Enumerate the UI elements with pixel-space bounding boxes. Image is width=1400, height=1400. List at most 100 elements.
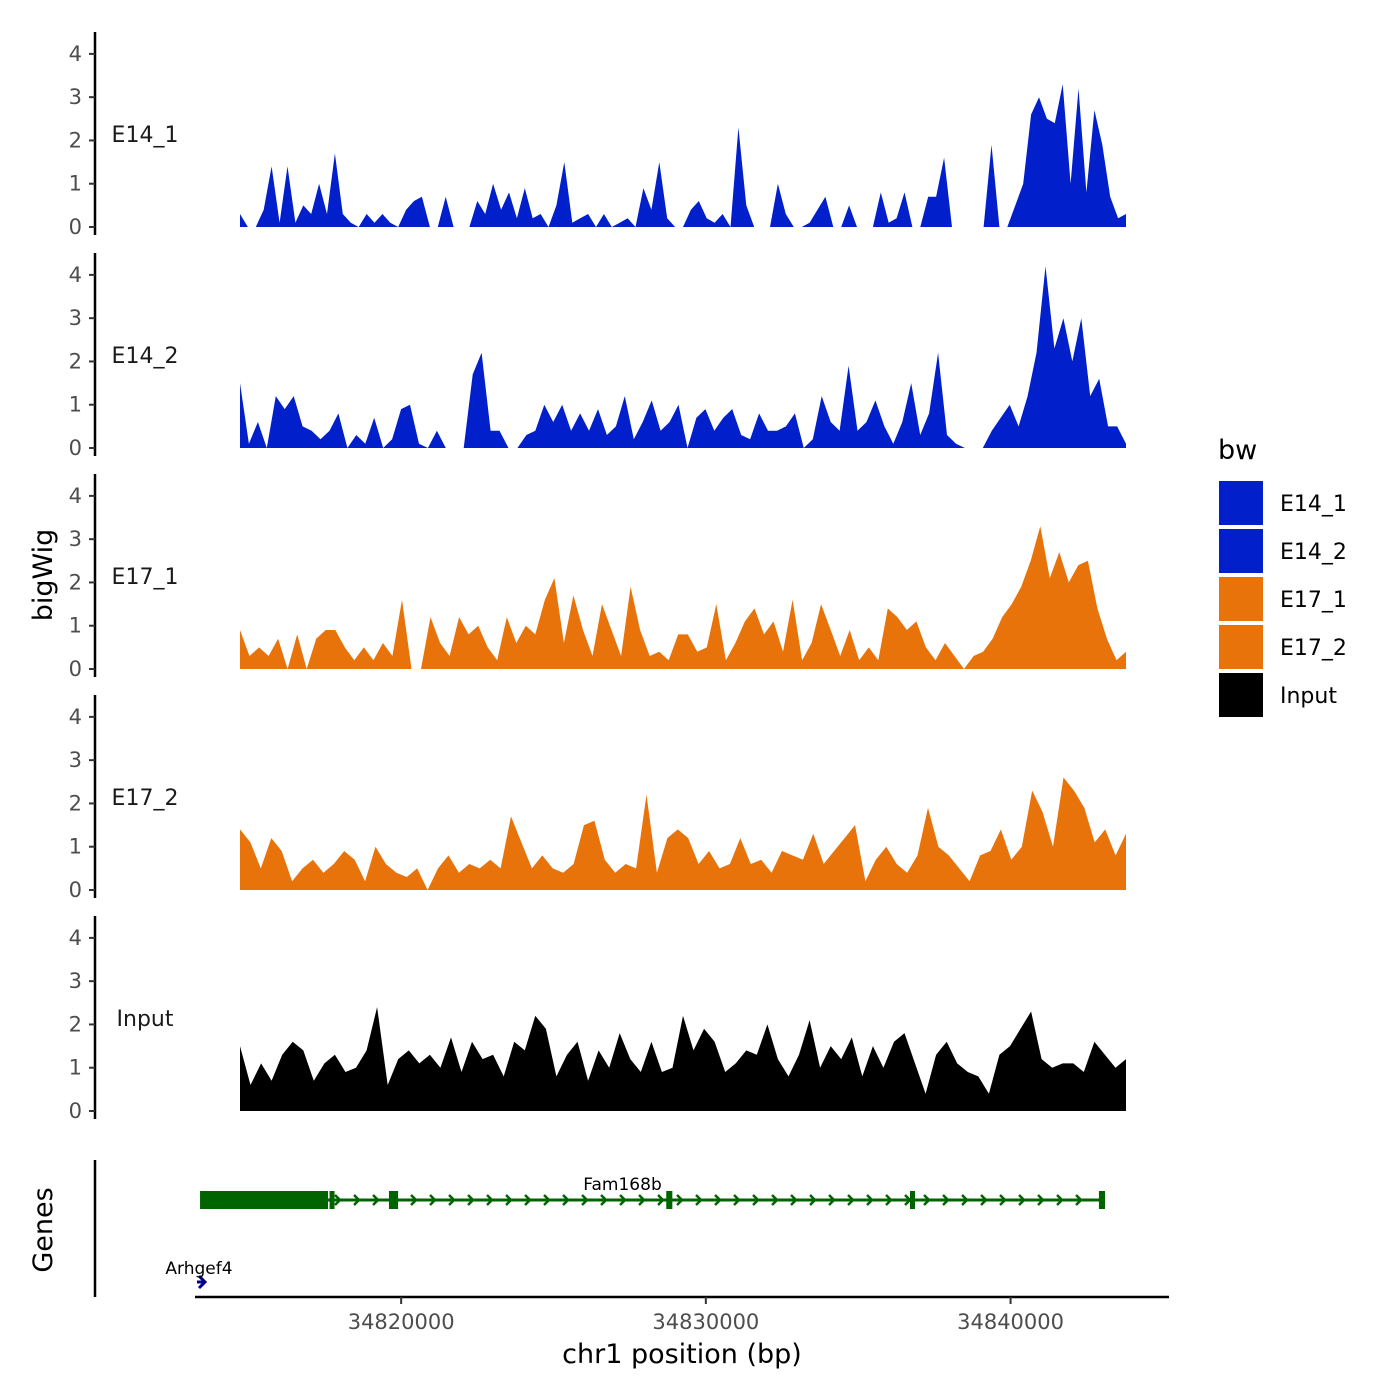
y-tick-label: 0 [69,1099,82,1123]
strand-arrow [1056,1194,1064,1206]
strand-arrow [467,1194,475,1206]
legend-label-E17_2: E17_2 [1280,636,1347,661]
strand-arrow [410,1194,418,1206]
strand-arrow [619,1194,627,1206]
track-E14_2: 0 1 2 3 4 E14_2 [69,253,1126,460]
gene-exon [1098,1191,1106,1209]
y-tick-label: 4 [69,42,82,66]
gene-Arhgef4: Arhgef4 [165,1259,233,1290]
bigwig-tracks: 0 1 2 3 4 E14_1 0 1 2 3 4 E14_2 0 1 2 3 4 E17_1 0 1 2 3 4 E17_2… [69,32,1126,1123]
y-tick-label: 2 [69,128,82,152]
y-tick-label: 3 [69,85,82,109]
strand-arrow [543,1194,551,1206]
track-label-Input: Input [117,1007,174,1032]
strand-arrow [1037,1194,1045,1206]
track-Input: 0 1 2 3 4 Input [69,916,1126,1123]
x-axis-title: chr1 position (bp) [562,1339,802,1370]
y-axis-title: bigWig [28,529,59,622]
x-tick-label: 34840000 [957,1310,1064,1334]
strand-arrow [999,1194,1007,1206]
strand-arrow [1018,1194,1026,1206]
gene-label: Arhgef4 [165,1259,232,1279]
strand-arrow [980,1194,988,1206]
y-tick-label: 1 [69,614,82,638]
y-tick-label: 3 [69,527,82,551]
y-tick-label: 2 [69,349,82,373]
legend-label-Input: Input [1280,684,1337,709]
y-tick-label: 4 [69,705,82,729]
y-tick-label: 3 [69,748,82,772]
gene-label: Fam168b [583,1175,661,1195]
x-tick-label: 34820000 [348,1310,455,1334]
strand-arrow [657,1194,665,1206]
y-tick-label: 3 [69,306,82,330]
strand-arrow [353,1194,361,1206]
strand-arrow [942,1194,950,1206]
y-tick-label: 0 [69,436,82,460]
strand-arrow [790,1194,798,1206]
legend-label-E14_1: E14_1 [1280,492,1347,517]
y-tick-label: 4 [69,926,82,950]
strand-arrow [486,1194,494,1206]
track-label-E17_2: E17_2 [112,786,179,811]
strand-arrow [524,1194,532,1206]
strand-arrow [505,1194,513,1206]
strand-arrow [334,1194,342,1206]
strand-arrow [391,1194,399,1206]
gene-exon [666,1191,673,1209]
signal-area-E17_2 [240,777,1126,890]
legend-swatch-E17_1 [1217,575,1265,623]
strand-arrow [733,1194,741,1206]
strand-arrow [923,1194,931,1206]
y-tick-label: 1 [69,172,82,196]
y-tick-label: 4 [69,484,82,508]
gene-track: Fam168b Arhgef4 [93,1160,1106,1297]
strand-arrow [714,1194,722,1206]
gene-exon [200,1191,329,1209]
gene-exon [388,1191,399,1209]
gene-Fam168b: Fam168b [200,1175,1106,1209]
gene-exon [910,1191,916,1209]
legend-swatch-E14_2 [1217,527,1265,575]
strand-arrow [809,1194,817,1206]
strand-arrow [429,1194,437,1206]
strand-arrow [448,1194,456,1206]
strand-arrow [961,1194,969,1206]
track-E14_1: 0 1 2 3 4 E14_1 [69,32,1126,239]
strand-arrow [600,1194,608,1206]
gene-exon [329,1191,335,1209]
strand-arrow [581,1194,589,1206]
strand-arrow [1075,1194,1083,1206]
y-tick-label: 1 [69,835,82,859]
y-tick-label: 4 [69,263,82,287]
strand-arrow [752,1194,760,1206]
track-label-E17_1: E17_1 [112,565,179,590]
track-E17_2: 0 1 2 3 4 E17_2 [69,695,1126,902]
signal-area-E17_1 [240,526,1126,669]
legend-title: bw [1218,435,1257,466]
strand-arrow [828,1194,836,1206]
x-tick-label: 34830000 [652,1310,759,1334]
legend-label-E17_1: E17_1 [1280,588,1347,613]
legend: bw E14_1 E14_2 E17_1 E17_2 Input [1217,435,1347,719]
strand-arrow [904,1194,912,1206]
track-E17_1: 0 1 2 3 4 E17_1 [69,474,1126,681]
strand-arrow [676,1194,684,1206]
strand-arrow [771,1194,779,1206]
strand-arrow [695,1194,703,1206]
y-tick-label: 0 [69,657,82,681]
legend-swatch-E17_2 [1217,623,1265,671]
signal-area-Input [240,1007,1126,1111]
y-tick-label: 2 [69,1012,82,1036]
x-axis: 34820000 34830000 34840000 [195,1295,1169,1334]
track-label-E14_2: E14_2 [112,344,179,369]
strand-arrow [197,1274,208,1290]
strand-arrow [372,1194,380,1206]
legend-label-E14_2: E14_2 [1280,540,1347,565]
strand-arrow [847,1194,855,1206]
strand-arrow [638,1194,646,1206]
strand-arrow [562,1194,570,1206]
y-tick-label: 2 [69,570,82,594]
strand-arrow [885,1194,893,1206]
